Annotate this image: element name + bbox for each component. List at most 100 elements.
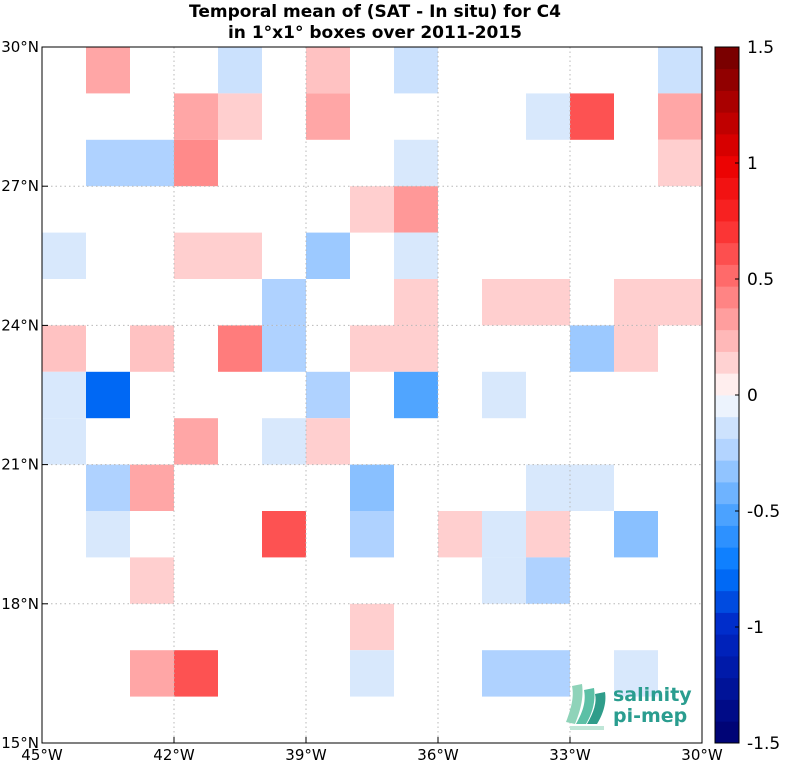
colorbar-tick-label: -1 [747, 618, 764, 638]
heatmap-cell [262, 418, 306, 465]
heatmap-cell [218, 47, 262, 94]
heatmap-cell [42, 418, 86, 465]
heatmap-cell [658, 47, 702, 94]
colorbar-segment [715, 612, 739, 635]
heatmap-cell [394, 279, 438, 326]
colorbar-segment [715, 177, 739, 200]
y-tick-label: 18°N [1, 595, 39, 613]
logo-text-pimep: pi-mep [613, 705, 687, 727]
heatmap-cell [526, 650, 570, 697]
heatmap-cell [306, 232, 350, 279]
colorbar-segment [715, 112, 739, 135]
y-tick-label: 21°N [1, 456, 39, 474]
chart-title-line-1: Temporal mean of (SAT - In situ) for C4 [189, 2, 561, 22]
heatmap-cells [42, 47, 702, 697]
colorbar-segment [715, 155, 739, 178]
y-tick-label: 24°N [1, 316, 39, 334]
chart-title: Temporal mean of (SAT - In situ) for C4 … [189, 2, 561, 43]
axis-ticks: 45°W 42°W 39°W 36°W 33°W 30°W 15°N 18°N 21°N 24°N… [1, 38, 723, 763]
colorbar-segment [715, 264, 739, 287]
heatmap-cell [570, 325, 614, 372]
heatmap-cell [526, 279, 570, 326]
heatmap-cell [394, 139, 438, 187]
colorbar-segment [715, 525, 739, 548]
heatmap-cell [614, 279, 658, 326]
logo-text-salinity: salinity [613, 684, 692, 706]
heatmap-cell [526, 93, 570, 140]
heatmap-cell [394, 47, 438, 94]
y-tick-label: 15°N [1, 734, 39, 752]
heatmap-cell [394, 232, 438, 279]
heatmap-cell [130, 325, 174, 372]
colorbar-tick-label: 1 [747, 154, 758, 174]
heatmap-cell [130, 650, 174, 697]
colorbar-tick-label: 1.5 [747, 38, 774, 58]
heatmap-cell [350, 511, 394, 558]
colorbar-segment [715, 329, 739, 352]
heatmap-cell [482, 511, 526, 558]
heatmap-cell [130, 139, 174, 187]
heatmap-cell [174, 418, 218, 465]
x-tick-label: 39°W [285, 746, 327, 763]
colorbar: 1.5 1 0.5 0 -0.5 -1 -1.5 [714, 38, 780, 754]
heatmap-cell [86, 139, 130, 187]
colorbar-segment [715, 590, 739, 613]
colorbar-segment [715, 416, 739, 439]
heatmap-cell [614, 511, 658, 558]
heatmap-cell [174, 232, 218, 279]
colorbar-segment [715, 68, 739, 91]
colorbar-segment [715, 221, 739, 244]
heatmap-cell [42, 371, 86, 419]
heatmap-cell [482, 557, 526, 604]
heatmap-cell [86, 371, 130, 419]
heatmap-cell [130, 464, 174, 511]
heatmap-cell [570, 464, 614, 511]
colorbar-tick-label: 0.5 [747, 270, 774, 290]
heatmap-cell [350, 186, 394, 233]
colorbar-segment [715, 395, 739, 418]
heatmap-cell [658, 139, 702, 187]
heatmap-cell [306, 418, 350, 465]
colorbar-segment [715, 503, 739, 526]
heatmap-cell [482, 650, 526, 697]
colorbar-segment [715, 569, 739, 592]
x-tick-label: 36°W [417, 746, 459, 763]
colorbar-segment [715, 308, 739, 331]
colorbar-segment [715, 634, 739, 657]
y-tick-label: 30°N [1, 38, 39, 56]
heatmap-cell [262, 325, 306, 372]
chart-title-line-2: in 1°x1° boxes over 2011-2015 [228, 23, 522, 43]
heatmap-cell [526, 557, 570, 604]
colorbar-tick-label: 0 [747, 386, 758, 406]
heatmap-cell [218, 232, 262, 279]
heatmap-cell [174, 650, 218, 697]
heatmap-cell [438, 511, 482, 558]
colorbar-segment [715, 547, 739, 570]
x-tick-label: 33°W [549, 746, 591, 763]
heatmap-cell [350, 650, 394, 697]
plot-frame [41, 46, 703, 744]
salinity-pimep-logo: salinity pi-mep [566, 684, 692, 730]
wave-logo-icon [566, 684, 606, 730]
heatmap-cell [306, 371, 350, 419]
heatmap-cell [42, 232, 86, 279]
x-tick-label: 45°W [21, 746, 63, 763]
colorbar-segment [715, 47, 739, 70]
heatmap-cell [394, 325, 438, 372]
heatmap-cell [614, 650, 658, 697]
colorbar-segment [715, 199, 739, 222]
colorbar-segment [715, 699, 739, 722]
heatmap-cell [614, 325, 658, 372]
colorbar-segment [715, 656, 739, 679]
colorbar-segment [715, 373, 739, 396]
heatmap-cell [306, 47, 350, 94]
heatmap-cell [526, 464, 570, 511]
heatmap-cell [218, 93, 262, 140]
heatmap-cell [174, 139, 218, 187]
colorbar-tick-label: -1.5 [747, 734, 780, 754]
heatmap-cell [350, 464, 394, 511]
colorbar-segment [715, 351, 739, 374]
heatmap-cell [174, 93, 218, 140]
colorbar-segment [715, 134, 739, 157]
